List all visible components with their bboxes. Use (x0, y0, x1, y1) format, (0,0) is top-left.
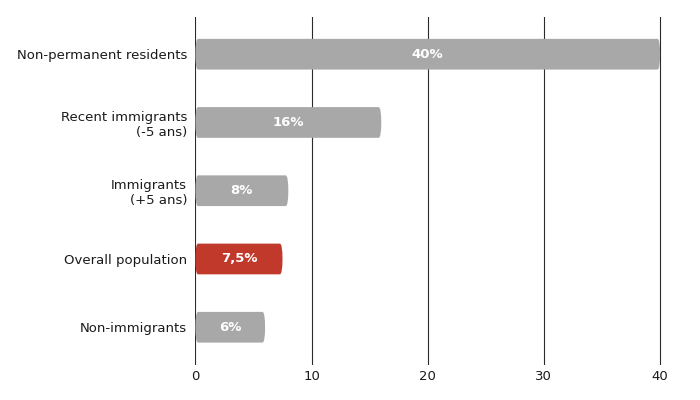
FancyBboxPatch shape (195, 175, 288, 206)
FancyBboxPatch shape (195, 312, 265, 342)
Text: 8%: 8% (231, 184, 253, 197)
Text: 6%: 6% (219, 321, 241, 334)
FancyBboxPatch shape (195, 244, 283, 274)
Text: 40%: 40% (412, 48, 444, 61)
FancyBboxPatch shape (195, 107, 382, 138)
Text: 7,5%: 7,5% (220, 252, 257, 266)
Text: 16%: 16% (272, 116, 304, 129)
FancyBboxPatch shape (195, 39, 660, 70)
